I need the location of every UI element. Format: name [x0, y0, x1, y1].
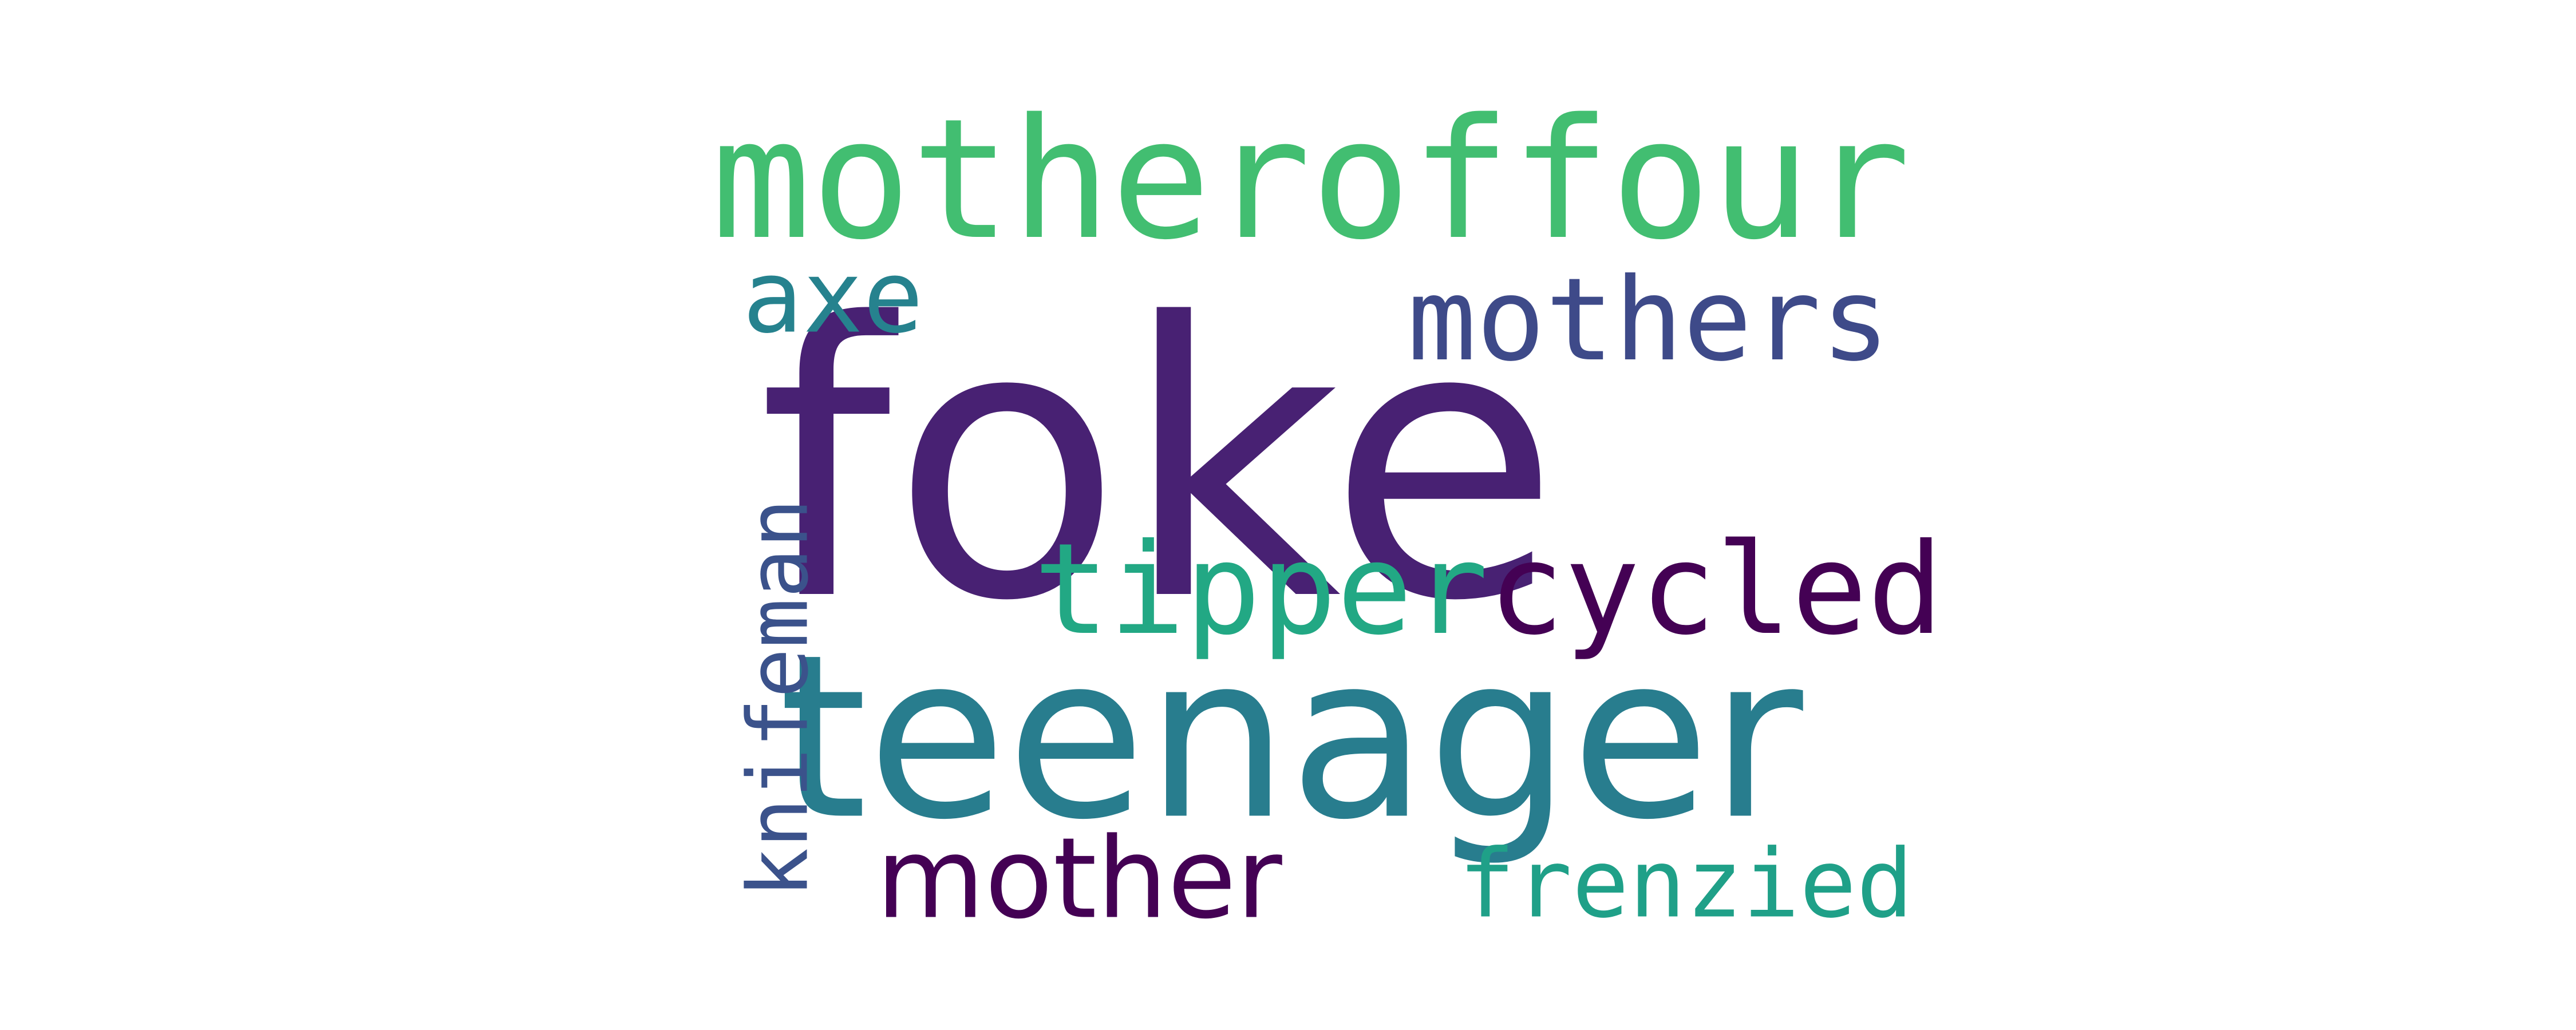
word-tippercycled-part-cycled: cycled: [1488, 516, 1943, 663]
word-tippercycled-part-tipper: tipper: [1033, 516, 1488, 663]
word-axe: axe: [742, 239, 924, 356]
word-teenager: teenager: [779, 606, 1803, 870]
word-knifeman: knifeman: [730, 498, 827, 898]
word-mothers: mothers: [1407, 253, 1890, 387]
word-tippercycled: tippercycled: [1033, 526, 1943, 652]
word-foke: foke: [758, 243, 1560, 683]
word-frenzied: frenzied: [1458, 829, 1914, 939]
word-mother: mother: [876, 813, 1282, 944]
word-motheroffour: motheroffour: [711, 84, 1911, 276]
